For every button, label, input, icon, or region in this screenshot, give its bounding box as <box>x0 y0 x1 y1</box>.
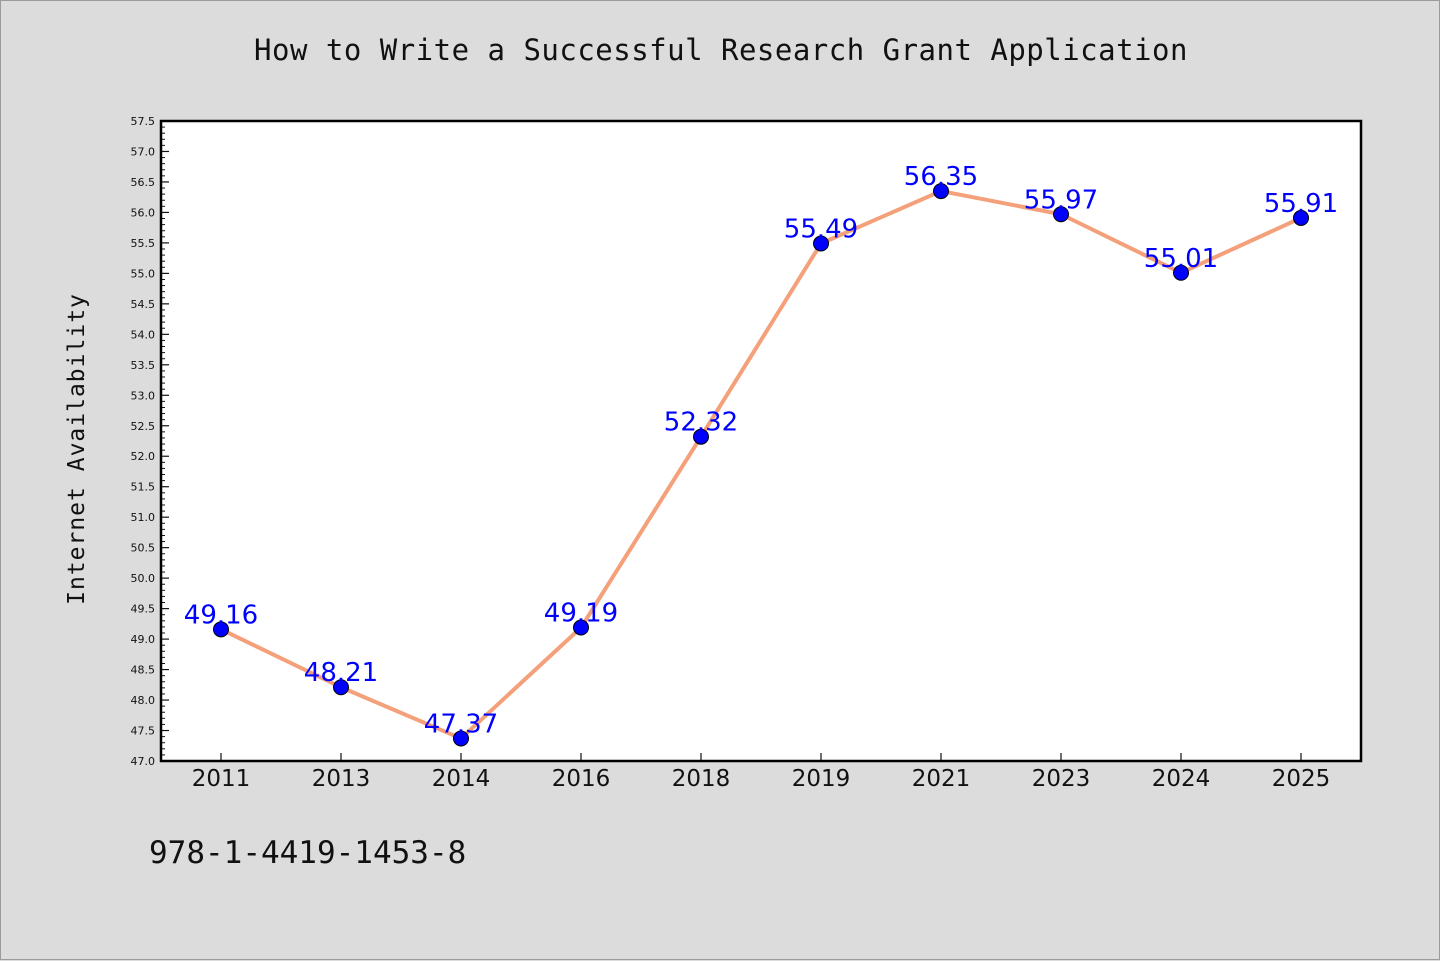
x-tick-label: 2025 <box>1272 766 1331 792</box>
data-point <box>333 679 349 696</box>
data-label: 55.01 <box>1144 244 1218 274</box>
data-label: 56.35 <box>904 162 978 192</box>
x-tick-label: 2021 <box>912 766 971 792</box>
y-tick-label: 57.0 <box>131 145 156 158</box>
chart-title: How to Write a Successful Research Grant… <box>254 33 1188 67</box>
y-tick-label: 55.5 <box>131 237 156 250</box>
y-tick-label: 52.0 <box>131 450 156 463</box>
y-tick-label: 48.0 <box>131 694 156 707</box>
isbn-label: 978-1-4419-1453-8 <box>149 835 467 871</box>
data-label: 48.21 <box>304 658 378 688</box>
y-tick-label: 51.5 <box>131 481 156 494</box>
plot-area <box>161 121 1361 761</box>
data-label: 47.37 <box>424 709 498 739</box>
y-tick-label: 55.0 <box>131 267 156 280</box>
x-tick-label: 2013 <box>312 766 371 792</box>
y-tick-label: 52.5 <box>131 420 156 433</box>
data-point <box>213 621 229 638</box>
data-point <box>573 619 589 636</box>
x-tick-label: 2018 <box>672 766 731 792</box>
y-tick-label: 56.0 <box>131 206 156 219</box>
y-tick-label: 47.0 <box>131 755 156 768</box>
data-label: 49.19 <box>544 599 618 629</box>
data-point <box>453 730 469 747</box>
y-tick-label: 51.0 <box>131 511 156 524</box>
y-tick-label: 57.5 <box>131 115 156 128</box>
y-tick-label: 50.5 <box>131 542 156 555</box>
y-tick-label: 47.5 <box>131 725 156 738</box>
data-label: 55.49 <box>784 215 858 245</box>
x-tick-label: 2016 <box>552 766 611 792</box>
data-label: 49.16 <box>184 600 258 630</box>
data-point <box>1293 209 1309 226</box>
x-tick-label: 2011 <box>192 766 251 792</box>
data-label: 55.91 <box>1264 189 1338 219</box>
y-tick-label: 53.0 <box>131 389 156 402</box>
y-tick-label: 53.5 <box>131 359 156 372</box>
data-label: 55.97 <box>1024 185 1098 215</box>
data-point <box>813 235 829 252</box>
x-tick-label: 2014 <box>432 766 491 792</box>
x-tick-label: 2023 <box>1032 766 1091 792</box>
data-point <box>933 183 949 200</box>
y-tick-label: 48.5 <box>131 664 156 677</box>
data-point <box>1053 206 1069 223</box>
y-tick-label: 49.5 <box>131 603 156 616</box>
x-tick-label: 2024 <box>1152 766 1211 792</box>
y-tick-label: 54.5 <box>131 298 156 311</box>
y-tick-label: 56.5 <box>131 176 156 189</box>
plot-frame <box>159 119 1363 763</box>
data-point <box>693 428 709 445</box>
y-tick-label: 49.0 <box>131 633 156 646</box>
y-tick-label: 54.0 <box>131 328 156 341</box>
y-tick-label: 50.0 <box>131 572 156 585</box>
series-line <box>219 189 1303 741</box>
data-point <box>1173 264 1189 281</box>
data-label: 52.32 <box>664 408 738 438</box>
x-tick-label: 2019 <box>792 766 851 792</box>
